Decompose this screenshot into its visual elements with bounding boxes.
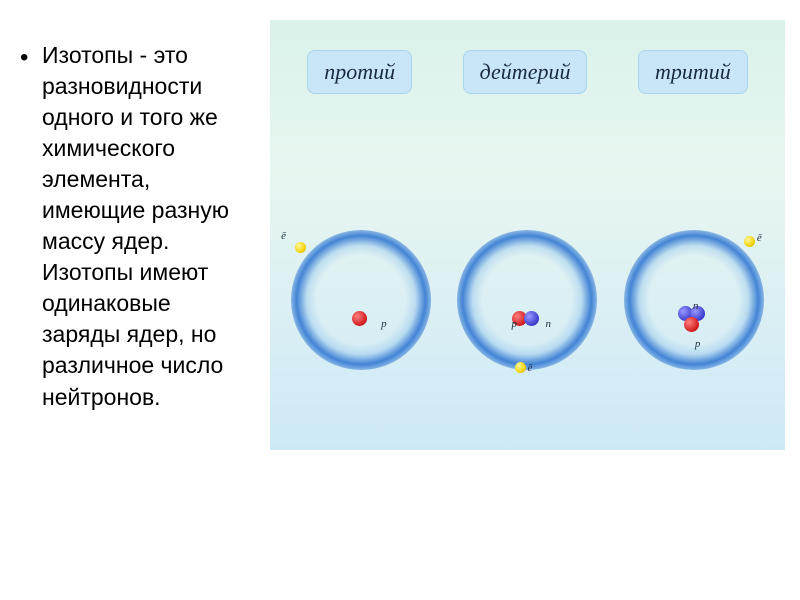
proton-label: p	[511, 318, 517, 330]
proton-label: p	[381, 318, 387, 330]
isotope-diagram: протий дейтерий тритий ē p ē p n ē p n	[270, 20, 785, 450]
proton-label: p	[695, 338, 701, 350]
label-protium: протий	[307, 50, 412, 94]
orbit-shell	[291, 230, 431, 370]
orbit-shell	[457, 230, 597, 370]
neutron-label: n	[545, 318, 551, 330]
atom-protium: ē p	[281, 220, 441, 380]
electron-label: ē	[281, 230, 286, 242]
label-tritium: тритий	[638, 50, 748, 94]
definition-text: Изотопы - это разновидности одного и тог…	[20, 40, 250, 413]
neutron-label: n	[693, 300, 699, 312]
atom-tritium: ē p n	[614, 220, 774, 380]
bullet-icon: •	[20, 46, 28, 70]
electron-particle	[744, 236, 755, 247]
proton-particle	[352, 311, 367, 326]
electron-label: ē	[527, 362, 532, 374]
neutron-particle	[524, 311, 539, 326]
definition-panel: • Изотопы - это разновидности одного и т…	[20, 40, 250, 413]
atoms-row: ē p ē p n ē p n	[270, 190, 785, 410]
proton-particle	[684, 317, 699, 332]
label-deuterium: дейтерий	[463, 50, 588, 94]
electron-particle	[515, 362, 526, 373]
atom-deuterium: ē p n	[447, 220, 607, 380]
isotope-labels-row: протий дейтерий тритий	[270, 50, 785, 94]
electron-particle	[295, 242, 306, 253]
electron-label: ē	[757, 232, 762, 244]
